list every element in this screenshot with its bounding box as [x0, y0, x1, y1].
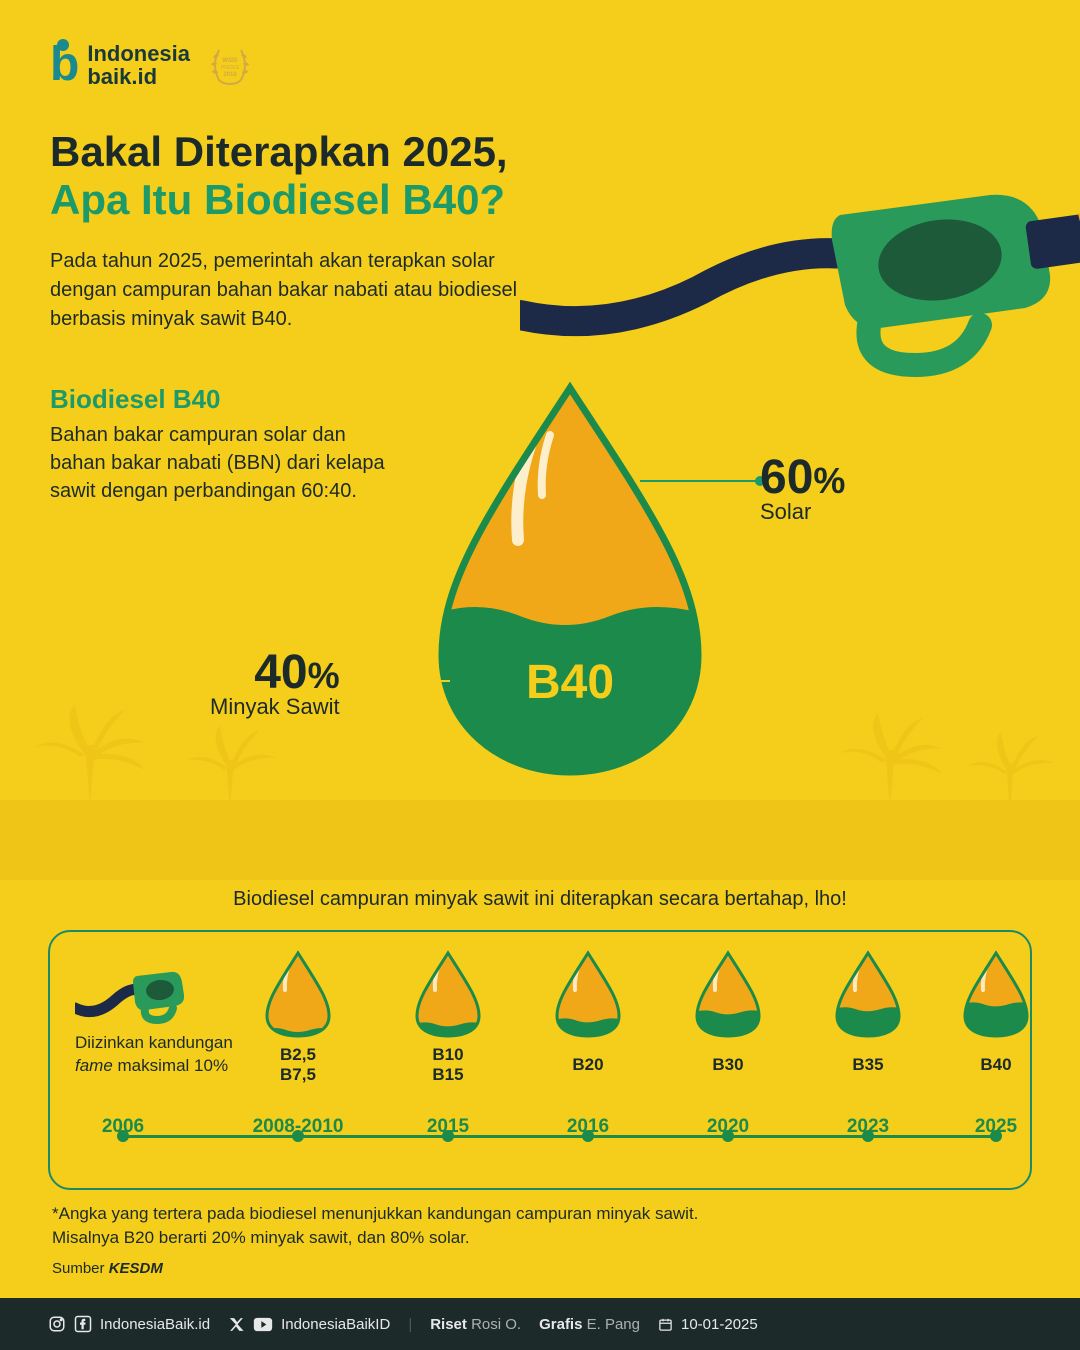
fuel-pump-icon [520, 160, 1080, 400]
biodiesel-drop-icon: B40 [430, 380, 710, 780]
callout-line-40 [350, 680, 450, 682]
brand-name-top: Indonesia [87, 42, 190, 65]
intro-paragraph: Pada tahun 2025, pemerintah akan terapka… [50, 247, 530, 334]
svg-text:2018: 2018 [223, 72, 237, 78]
svg-text:PRIZES: PRIZES [221, 65, 240, 71]
sawit-percent-value: 40 [254, 645, 307, 700]
sawit-percent-block: 40% Minyak Sawit [210, 645, 340, 720]
solar-percent-label: Solar [760, 499, 845, 525]
laurel-badge-icon: WSIS PRIZES 2018 [205, 40, 255, 90]
sawit-percent-label: Minyak Sawit [210, 694, 340, 720]
subhead-text: Bahan bakar campuran solar dan bahan bak… [50, 421, 390, 505]
callout-dot-40 [345, 676, 355, 686]
drop-label: B40 [526, 656, 614, 709]
callout-line-60 [640, 480, 760, 482]
solar-percent-block: 60% Solar [760, 450, 845, 525]
logo-row: b Indonesia baik.id WSIS PRIZES 2018 [50, 40, 1030, 90]
solar-percent-value: 60 [760, 450, 813, 505]
brand-name-bot: baik.id [87, 65, 190, 88]
brand-logo: b Indonesia baik.id [50, 42, 190, 88]
svg-text:WSIS: WSIS [222, 58, 237, 64]
